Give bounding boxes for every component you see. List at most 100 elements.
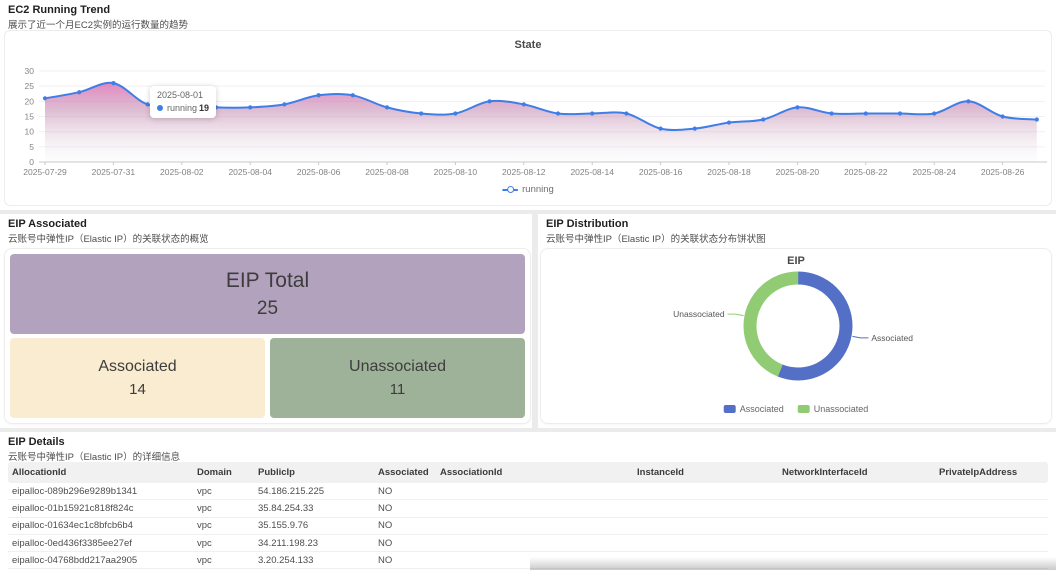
legend-item-running[interactable]: running bbox=[502, 184, 554, 195]
legend-item-unassociated[interactable]: Unassociated bbox=[797, 404, 869, 414]
eip-associated-label: Associated bbox=[98, 358, 177, 375]
data-point[interactable] bbox=[897, 111, 903, 116]
table-cell: NO bbox=[378, 485, 393, 497]
data-point[interactable] bbox=[761, 117, 766, 122]
data-point[interactable] bbox=[316, 93, 321, 98]
chart-tooltip: 2025-08-01 running 19 bbox=[150, 86, 216, 118]
table-body: eipalloc-089b296e9289b1341 vpc 54.186.215.… bbox=[8, 483, 1048, 570]
column-header-networkinterfaceid: NetworkInterfaceId bbox=[782, 467, 868, 478]
data-point[interactable] bbox=[932, 111, 937, 116]
table-cell: eipalloc-01634ec1c8bfcb6b4 bbox=[12, 520, 133, 532]
data-point[interactable] bbox=[692, 126, 697, 131]
donut-legend: Associated Unassociated bbox=[723, 404, 869, 414]
data-point[interactable] bbox=[555, 111, 561, 116]
x-tick-label: 2025-08-14 bbox=[570, 167, 614, 177]
donut-callout-label: Unassociated bbox=[673, 309, 725, 319]
table-row: eipalloc-01634ec1c8bfcb6b4 vpc 35.155.9.76… bbox=[8, 518, 1048, 535]
chart-title-state: State bbox=[514, 39, 542, 51]
x-tick-label: 2025-08-08 bbox=[365, 167, 409, 177]
tooltip-date: 2025-08-01 bbox=[157, 90, 204, 100]
section-subtitle-ec2: 展示了近一个月EC2实例的运行数量的趋势 bbox=[8, 20, 188, 31]
x-tick-label: 2025-08-16 bbox=[639, 167, 683, 177]
section-subtitle-eip-distribution: 云账号中弹性IP（Elastic IP）的关联状态分布饼状图 bbox=[546, 234, 766, 245]
eip-unassociated-label: Unassociated bbox=[349, 358, 446, 375]
table-cell: eipalloc-01b15921c818f824c bbox=[12, 502, 134, 514]
eip-unassociated-value: 11 bbox=[389, 381, 406, 398]
table-cell: NO bbox=[378, 554, 393, 566]
data-point[interactable] bbox=[726, 120, 732, 125]
data-point[interactable] bbox=[42, 96, 48, 101]
donut-segment-unassociated[interactable] bbox=[736, 264, 861, 389]
y-tick-label: 15 bbox=[25, 112, 35, 122]
eip-associated-block: Associated 14 bbox=[10, 338, 265, 418]
legend-label: Unassociated bbox=[813, 404, 869, 414]
table-cell: 35.155.9.76 bbox=[258, 520, 309, 532]
column-header-domain: Domain bbox=[197, 467, 232, 478]
data-point[interactable] bbox=[350, 93, 355, 98]
column-header-privateipaddress: PrivateIpAddress bbox=[939, 467, 1018, 478]
eip-details-section: EIP Details 云账号中弹性IP（Elastic IP）的详细信息 Al… bbox=[0, 432, 1056, 570]
chart-title-eip: EIP bbox=[787, 255, 805, 267]
data-point[interactable] bbox=[145, 102, 150, 107]
legend-item-associated[interactable]: Associated bbox=[723, 404, 784, 414]
table-cell: eipalloc-0ed436f3385ee27ef bbox=[12, 537, 132, 549]
data-point[interactable] bbox=[282, 102, 287, 107]
eip-details-table: AllocationId Domain PublicIp Associated Asso… bbox=[8, 462, 1048, 570]
eip-donut-chart[interactable]: Associated Unassociated bbox=[541, 249, 1051, 423]
tooltip-series-name: running bbox=[167, 103, 198, 113]
data-point[interactable] bbox=[829, 111, 834, 116]
eip-total-value: 25 bbox=[256, 297, 279, 319]
legend-swatch-icon bbox=[723, 405, 736, 413]
section-subtitle-eip-details: 云账号中弹性IP（Elastic IP）的详细信息 bbox=[8, 452, 181, 463]
eip-total-block: EIP Total 25 bbox=[10, 254, 525, 334]
y-tick-label: 10 bbox=[25, 127, 35, 137]
column-header-instanceid: InstanceId bbox=[637, 467, 684, 478]
table-cell: vpc bbox=[197, 485, 212, 497]
data-point[interactable] bbox=[1000, 114, 1005, 119]
data-point[interactable] bbox=[419, 111, 424, 116]
data-point[interactable] bbox=[111, 81, 116, 86]
data-point[interactable] bbox=[1034, 117, 1039, 122]
table-cell: vpc bbox=[197, 520, 212, 532]
data-point[interactable] bbox=[521, 102, 526, 107]
table-cell: 34.211.198.23 bbox=[258, 537, 319, 549]
section-title-eip-distribution: EIP Distribution bbox=[546, 218, 629, 230]
y-tick-label: 25 bbox=[25, 81, 35, 91]
ec2-trend-line-chart[interactable]: 0 5 10 15 20 25 30 2025-07-29 2025-07-31 2025-08-… bbox=[5, 31, 1051, 205]
table-cell: vpc bbox=[197, 537, 212, 549]
data-point[interactable] bbox=[658, 126, 663, 131]
table-cell: 54.186.215.225 bbox=[258, 485, 325, 497]
data-point[interactable] bbox=[590, 111, 595, 116]
x-tick-label: 2025-08-18 bbox=[707, 167, 751, 177]
data-point[interactable] bbox=[624, 111, 629, 116]
eip-associated-value: 14 bbox=[129, 381, 146, 398]
table-cell: vpc bbox=[197, 502, 212, 514]
column-header-publicip: PublicIp bbox=[258, 467, 295, 478]
table-cell: 3.20.254.133 bbox=[258, 554, 314, 566]
data-point[interactable] bbox=[795, 105, 800, 110]
x-tick-label: 2025-08-10 bbox=[434, 167, 478, 177]
x-tick-label: 2025-08-04 bbox=[228, 167, 272, 177]
table-row: eipalloc-01b15921c818f824c vpc 35.84.254.3… bbox=[8, 500, 1048, 518]
data-point[interactable] bbox=[77, 90, 82, 95]
data-point[interactable] bbox=[453, 111, 458, 116]
column-header-allocationid: AllocationId bbox=[12, 467, 67, 478]
table-header-row: AllocationId Domain PublicIp Associated Asso… bbox=[8, 462, 1048, 483]
donut-callout-label: Associated bbox=[871, 333, 913, 343]
eip-associated-section: EIP Associated 云账号中弹性IP（Elastic IP）的关联状态… bbox=[0, 214, 532, 428]
line-series-marker-icon bbox=[502, 185, 519, 194]
x-tick-label: 2025-08-06 bbox=[297, 167, 341, 177]
table-cell: 35.84.254.33 bbox=[258, 502, 314, 514]
data-point[interactable] bbox=[966, 99, 971, 104]
table-row: eipalloc-04768bdd217aa2905 vpc 3.20.254.13… bbox=[8, 552, 1048, 570]
eip-total-label: EIP Total bbox=[225, 268, 310, 292]
data-point[interactable] bbox=[863, 111, 868, 116]
bottom-scroll-shadow bbox=[530, 557, 1056, 570]
table-row: eipalloc-089b296e9289b1341 vpc 54.186.215.… bbox=[8, 483, 1048, 501]
eip-donut-chart-card: EIP Associated Unassociated Associated Una… bbox=[540, 248, 1052, 424]
data-point[interactable] bbox=[487, 99, 492, 104]
data-point[interactable] bbox=[248, 105, 253, 110]
data-point[interactable] bbox=[384, 105, 390, 110]
donut-label-line bbox=[727, 313, 744, 317]
table-row: eipalloc-0ed436f3385ee27ef vpc 34.211.198.… bbox=[8, 535, 1048, 553]
